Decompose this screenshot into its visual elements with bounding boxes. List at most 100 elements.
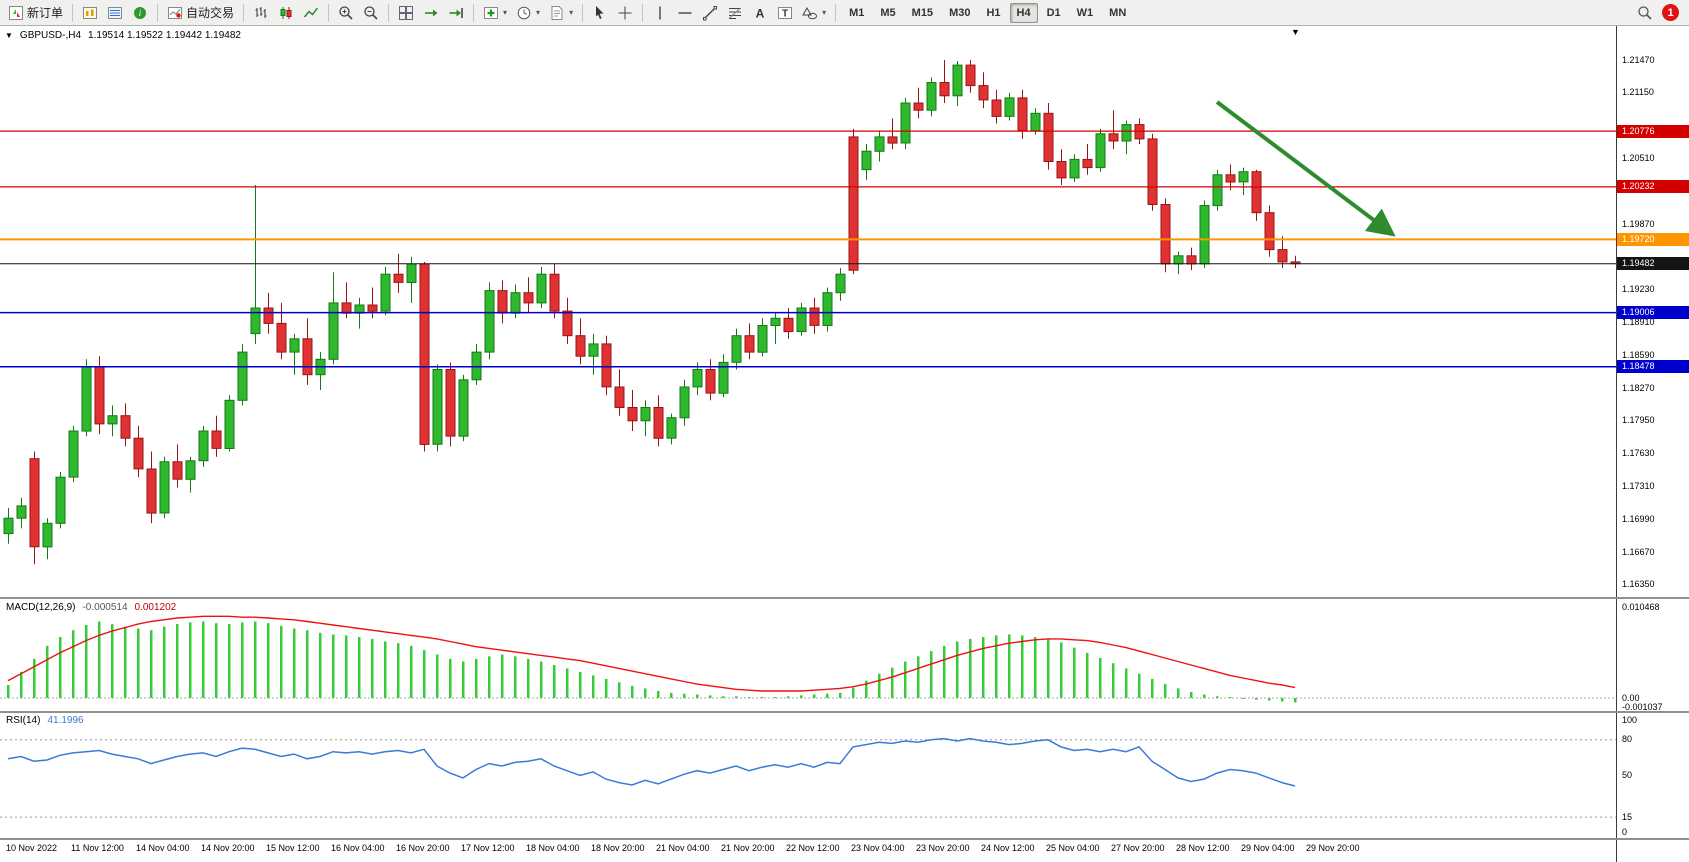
candlestick-icon xyxy=(280,6,292,19)
rsi-scale-50: 50 xyxy=(1622,770,1633,780)
chart-canvas[interactable] xyxy=(0,26,1616,862)
price-badge[interactable]: 1.19006 xyxy=(1617,306,1689,320)
text-icon: A xyxy=(756,6,765,20)
candlestick-mode-button[interactable] xyxy=(274,2,298,24)
time-label: 25 Nov 04:00 xyxy=(1046,843,1100,853)
shapes-tool-button[interactable]: ▾ xyxy=(798,2,830,24)
macd-histogram-bar xyxy=(384,641,387,698)
candle-body xyxy=(718,361,729,394)
zoom-in-button[interactable] xyxy=(334,2,358,24)
macd-histogram-bar xyxy=(657,691,660,698)
text-tool-button[interactable]: A xyxy=(748,2,772,24)
horizontal-line-tool-button[interactable] xyxy=(673,2,697,24)
time-axis[interactable]: 10 Nov 2022 11 Nov 12:00 14 Nov 04:00 14 No… xyxy=(0,840,1616,862)
macd-histogram-bar xyxy=(124,626,127,698)
data-window-button[interactable] xyxy=(103,2,127,24)
timeframe-button-m1[interactable]: M1 xyxy=(849,6,865,19)
macd-histogram-bar xyxy=(449,658,452,698)
candle-body xyxy=(848,136,859,271)
crosshair-tool-button[interactable] xyxy=(613,2,637,24)
macd-histogram-bar xyxy=(85,625,88,698)
timeframe-button-h1[interactable]: H1 xyxy=(986,6,1001,19)
bar-chart-mode-button[interactable] xyxy=(249,2,273,24)
price-badge[interactable]: 1.18478 xyxy=(1617,360,1689,374)
timeframe-button-m15[interactable]: M15 xyxy=(911,6,934,19)
zoom-in-icon xyxy=(339,5,353,20)
notification-badge[interactable]: 1 xyxy=(1662,4,1679,21)
macd-histogram-bar xyxy=(579,671,582,698)
trendline-tool-button[interactable] xyxy=(698,2,722,24)
candle-body xyxy=(601,343,612,388)
autotrading-button[interactable]: 自动交易 xyxy=(163,2,238,24)
macd-histogram-bar xyxy=(1086,652,1089,698)
macd-histogram-bar xyxy=(813,694,816,698)
candle-body xyxy=(146,468,157,514)
macd-histogram-bar xyxy=(1268,698,1271,701)
candle-body xyxy=(211,430,222,449)
periods-button[interactable]: ▾ xyxy=(512,2,544,24)
macd-histogram-bar xyxy=(748,697,751,699)
search-button[interactable] xyxy=(1633,2,1657,24)
time-label: 23 Nov 04:00 xyxy=(851,843,905,853)
rsi-panel-separator[interactable] xyxy=(0,711,1689,713)
terminal-button[interactable]: i xyxy=(128,2,152,24)
chart-area[interactable]: ▼ GBPUSD-,H4 1.19514 1.19522 1.19442 1.1… xyxy=(0,26,1689,862)
tile-windows-button[interactable] xyxy=(394,2,418,24)
candle-body xyxy=(1121,124,1132,142)
cursor-tool-button[interactable] xyxy=(588,2,612,24)
macd-signal-line xyxy=(7,615,1296,692)
line-chart-mode-button[interactable] xyxy=(299,2,323,24)
macd-panel-separator[interactable] xyxy=(0,597,1689,599)
indicators-button[interactable]: ▾ xyxy=(479,2,511,24)
macd-histogram-bar xyxy=(774,697,777,699)
chart-title-bar: ▼ GBPUSD-,H4 1.19514 1.19522 1.19442 1.1… xyxy=(5,30,241,41)
shapes-icon xyxy=(802,6,818,19)
macd-histogram-bar xyxy=(397,643,400,698)
candle-body xyxy=(1277,249,1288,263)
candle-body xyxy=(16,505,27,519)
candle-body xyxy=(692,369,703,388)
macd-histogram-bar xyxy=(20,671,23,698)
timeframe-button-h4[interactable]: H4 xyxy=(1009,2,1038,23)
candle-body xyxy=(757,325,768,353)
macd-histogram-bar xyxy=(891,667,894,698)
toolbar-separator xyxy=(157,3,159,22)
macd-histogram-bar xyxy=(488,656,491,698)
collapse-arrow-icon[interactable]: ▼ xyxy=(5,31,13,40)
chart-shift-marker[interactable]: ▼ xyxy=(1291,27,1300,37)
candle-body xyxy=(1095,133,1106,169)
macd-histogram-bar xyxy=(436,654,439,698)
candle-body xyxy=(1017,97,1028,132)
candle-body xyxy=(770,317,781,326)
price-badge[interactable]: 1.19720 xyxy=(1617,232,1689,246)
timeframe-button-m30[interactable]: M30 xyxy=(949,6,971,19)
vertical-line-tool-button[interactable] xyxy=(648,2,672,24)
timeframe-button-mn[interactable]: MN xyxy=(1109,6,1127,19)
timeframe-button-m5[interactable]: M5 xyxy=(880,6,896,19)
price-badge[interactable]: 1.19482 xyxy=(1617,257,1689,271)
templates-button[interactable]: ▾ xyxy=(545,2,577,24)
fibonacci-tool-button[interactable] xyxy=(723,2,747,24)
price-axis[interactable]: 1.21470 1.21150 1.20510 1.19870 1.19230 1.189… xyxy=(1616,26,1689,862)
timeframe-button-w1[interactable]: W1 xyxy=(1076,6,1094,19)
market-watch-button[interactable] xyxy=(78,2,102,24)
macd-histogram-bar xyxy=(1177,688,1180,698)
trend-arrow-annotation[interactable] xyxy=(1215,100,1396,237)
candle-body xyxy=(562,310,573,337)
chart-shift-button[interactable] xyxy=(444,2,468,24)
auto-scroll-button[interactable] xyxy=(419,2,443,24)
timeframe-button-d1[interactable]: D1 xyxy=(1046,6,1061,19)
price-tick: 1.16670 xyxy=(1622,546,1655,557)
zoom-out-button[interactable] xyxy=(359,2,383,24)
new-order-button[interactable]: 新订单 xyxy=(4,2,67,24)
toolbar-separator xyxy=(582,3,584,22)
macd-histogram-bar xyxy=(150,630,153,698)
text-label-tool-button[interactable]: T xyxy=(773,2,797,24)
candle-body xyxy=(29,458,40,548)
candle-body xyxy=(484,290,495,353)
price-badge[interactable]: 1.20776 xyxy=(1617,124,1689,138)
price-badge[interactable]: 1.20232 xyxy=(1617,180,1689,194)
candle-body xyxy=(393,273,404,283)
price-tick: 1.18270 xyxy=(1622,382,1655,393)
